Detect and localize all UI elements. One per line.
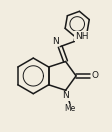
Text: Me: Me [64,104,75,114]
Text: N: N [52,37,59,46]
Text: N: N [62,91,68,100]
Text: O: O [91,71,98,80]
Text: NH: NH [74,32,88,41]
Text: Me: Me [64,104,75,114]
Text: N: N [62,91,68,100]
Text: O: O [91,71,98,80]
Text: NH: NH [74,32,88,41]
Text: N: N [52,37,59,46]
